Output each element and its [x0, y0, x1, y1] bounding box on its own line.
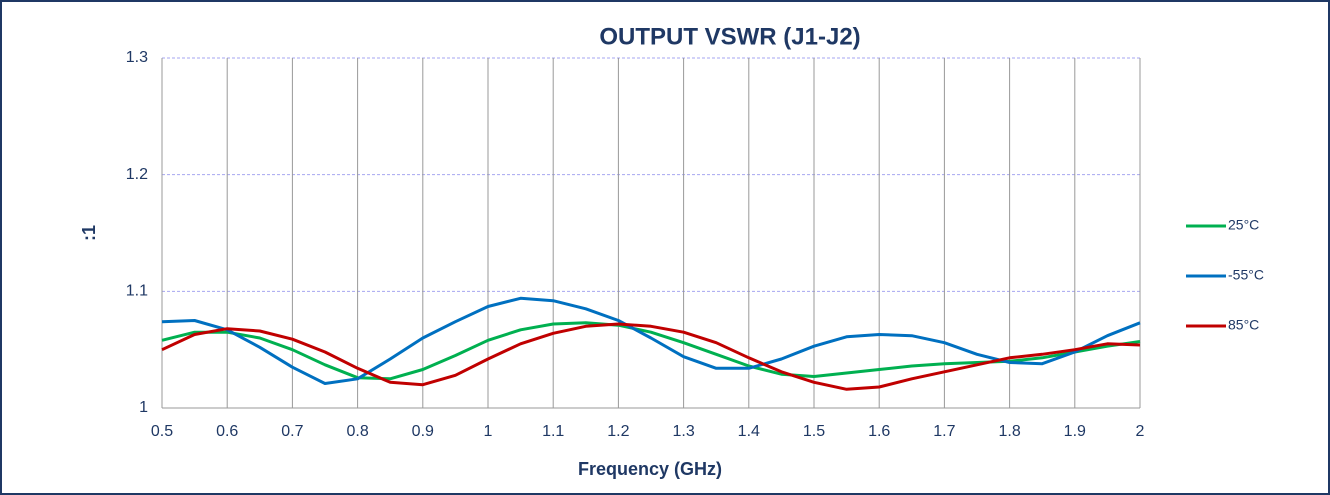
x-tick-label: 1.6	[868, 423, 890, 440]
series-line	[161, 321, 1141, 381]
legend-label: 85°C	[1228, 317, 1259, 333]
x-tick-label: 1.8	[998, 423, 1020, 440]
chart-title: OUTPUT VSWR (J1-J2)	[599, 23, 860, 50]
x-tick-label: 0.7	[281, 423, 303, 440]
x-tick-label: 1.4	[738, 423, 760, 440]
x-tick-label: 1.7	[933, 423, 955, 440]
legend-label: -55°C	[1228, 267, 1264, 283]
x-tick-label: 1.9	[1064, 423, 1086, 440]
x-axis-label: Frequency (GHz)	[578, 459, 722, 479]
series-line	[161, 296, 1141, 385]
x-tick-label: 1.5	[803, 423, 825, 440]
x-tick-label: 1.2	[607, 423, 629, 440]
x-tick-label: 0.8	[346, 423, 368, 440]
y-axis-label: :1	[79, 225, 99, 241]
x-tick-label: 0.5	[151, 423, 173, 440]
legend-label: 25°C	[1228, 217, 1259, 233]
y-tick-label: 1	[139, 399, 148, 416]
x-tick-label: 1.1	[542, 423, 564, 440]
x-tick-label: 1	[484, 423, 493, 440]
y-tick-label: 1.3	[126, 49, 148, 66]
x-tick-label: 1.3	[672, 423, 694, 440]
series-line	[161, 322, 1141, 391]
x-tick-label: 0.6	[216, 423, 238, 440]
x-tick-label: 0.9	[412, 423, 434, 440]
y-tick-label: 1.1	[126, 283, 148, 300]
y-tick-label: 1.2	[126, 166, 148, 183]
x-tick-label: 2	[1136, 423, 1145, 440]
